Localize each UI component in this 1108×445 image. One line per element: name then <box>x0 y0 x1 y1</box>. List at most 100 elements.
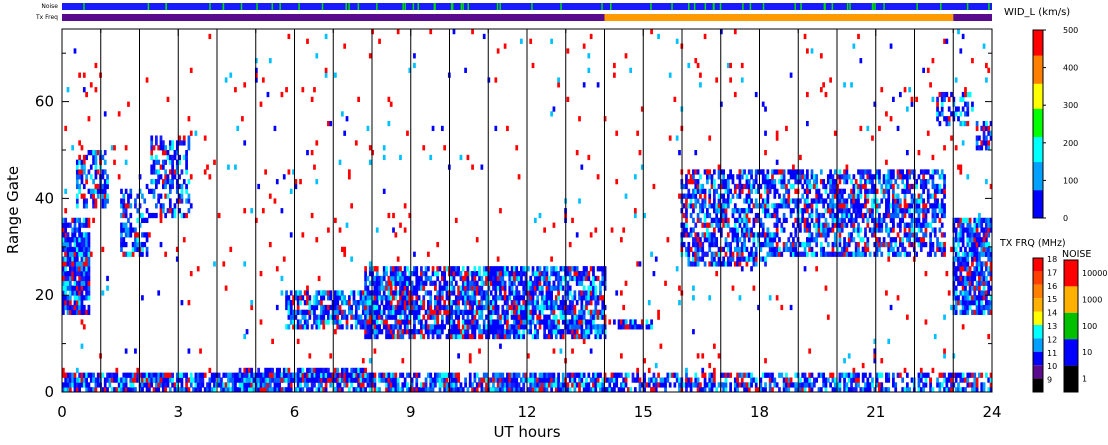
heatmap-cell <box>840 246 844 253</box>
heatmap-cell <box>908 174 912 180</box>
heatmap-cell <box>966 290 970 296</box>
heatmap-cell <box>468 271 472 277</box>
heatmap-cell <box>794 382 798 388</box>
noise-strip-tick <box>450 3 453 10</box>
heatmap-cell <box>334 300 337 306</box>
heatmap-cell <box>696 217 700 223</box>
heatmap-cell <box>957 241 960 248</box>
heatmap-cell <box>747 256 751 262</box>
heatmap-cell <box>66 241 70 248</box>
heatmap-cell <box>924 217 928 223</box>
heatmap-cell <box>478 324 481 330</box>
heatmap-cell <box>143 232 147 238</box>
heatmap-cell <box>124 188 128 194</box>
heatmap-cell <box>334 314 337 320</box>
heatmap-cell <box>415 309 419 315</box>
heatmap-cell <box>106 183 109 190</box>
heatmap-cell <box>724 183 728 190</box>
heatmap-cell <box>68 372 72 378</box>
heatmap-cell <box>729 261 732 267</box>
heatmap-cell <box>387 324 391 330</box>
heatmap-cell <box>852 203 856 209</box>
heatmap-cell <box>520 275 523 282</box>
heatmap-cell <box>185 387 188 393</box>
heatmap-cell <box>75 261 79 267</box>
heatmap-cell <box>736 382 739 388</box>
heatmap-cell <box>608 377 612 383</box>
heatmap-cell <box>182 372 186 378</box>
heatmap-cell <box>764 387 767 393</box>
heatmap-cell <box>868 212 872 219</box>
heatmap-cell <box>940 169 944 175</box>
heatmap-cell <box>852 237 856 243</box>
heatmap-cell <box>475 324 479 330</box>
heatmap-cell <box>620 319 623 325</box>
heatmap-cell <box>717 227 721 233</box>
heatmap-cell <box>278 377 281 383</box>
heatmap-cell <box>375 275 379 282</box>
heatmap-cell <box>452 285 456 291</box>
heatmap-cell <box>499 295 502 301</box>
heatmap-cell <box>815 237 819 243</box>
heatmap-cell <box>638 387 642 393</box>
heatmap-cell <box>854 198 858 204</box>
heatmap-cell <box>694 183 698 190</box>
heatmap-cell <box>801 241 805 248</box>
heatmap-cell <box>785 241 788 248</box>
heatmap-cell <box>761 256 765 262</box>
heatmap-cell <box>80 261 84 267</box>
heatmap-cell <box>924 183 928 190</box>
heatmap-cell <box>901 387 905 393</box>
heatmap-cell <box>371 324 374 330</box>
heatmap-cell <box>773 169 777 175</box>
heatmap-cell <box>547 304 551 311</box>
heatmap-cell <box>771 174 774 180</box>
heatmap-cell <box>168 377 172 383</box>
heatmap-cell <box>294 387 298 393</box>
heatmap-cell <box>954 295 958 301</box>
heatmap-cell <box>503 329 507 335</box>
heatmap-cell <box>257 367 261 374</box>
heatmap-cell <box>766 183 770 190</box>
heatmap-cell <box>522 266 526 272</box>
heatmap-cell <box>301 295 305 301</box>
heatmap-cell <box>78 304 81 311</box>
heatmap-cell <box>713 217 716 223</box>
heatmap-cell <box>801 183 805 190</box>
heatmap-cell <box>968 251 972 257</box>
heatmap-cell <box>573 324 577 330</box>
heatmap-cell <box>438 333 442 340</box>
heatmap-cell <box>71 382 75 388</box>
heatmap-cell <box>168 179 172 185</box>
heatmap-cell <box>954 227 958 233</box>
heatmap-cell <box>382 309 386 315</box>
heatmap-cell <box>743 382 746 388</box>
heatmap-cell <box>873 183 877 190</box>
heatmap-cell <box>89 174 93 180</box>
heatmap-cell <box>861 169 865 175</box>
heatmap-cell <box>503 290 507 296</box>
heatmap-cell <box>961 241 965 248</box>
heatmap-cell <box>857 377 860 383</box>
heatmap-cell <box>917 217 921 223</box>
heatmap-cell <box>492 319 495 325</box>
heatmap-cell <box>171 372 174 378</box>
heatmap-cell <box>843 387 846 393</box>
heatmap-cell <box>852 198 856 204</box>
heatmap-cell <box>747 198 751 204</box>
heatmap-cell <box>775 227 779 233</box>
heatmap-cell <box>592 382 595 388</box>
heatmap-cell <box>713 251 716 257</box>
heatmap-cell <box>368 295 372 301</box>
heatmap-cell <box>347 309 351 315</box>
heatmap-cell <box>527 266 530 272</box>
heatmap-cell <box>840 198 844 204</box>
heatmap-cell <box>896 251 900 257</box>
heatmap-cell <box>80 179 84 185</box>
heatmap-cell <box>171 174 174 180</box>
heatmap-cell <box>468 377 472 383</box>
heatmap-cell <box>987 130 991 136</box>
heatmap-cell <box>399 271 402 277</box>
heatmap-cell <box>873 198 877 204</box>
heatmap-cell <box>957 266 960 272</box>
